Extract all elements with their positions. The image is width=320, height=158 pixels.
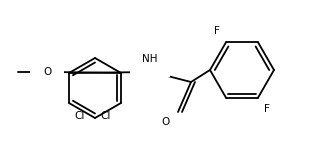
Text: Cl: Cl xyxy=(74,111,84,121)
Text: Cl: Cl xyxy=(100,111,111,121)
Text: F: F xyxy=(264,104,270,114)
Text: O: O xyxy=(162,117,170,127)
Text: O: O xyxy=(43,67,51,77)
Text: NH: NH xyxy=(142,54,158,64)
Text: F: F xyxy=(214,26,220,36)
